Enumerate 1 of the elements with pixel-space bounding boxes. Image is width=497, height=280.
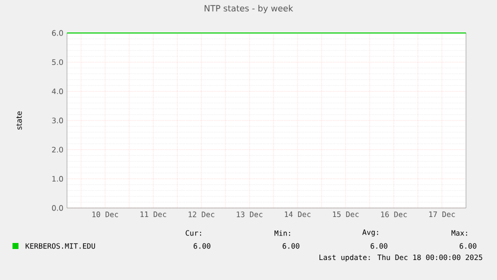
chart-title: NTP states - by week [204, 4, 294, 14]
